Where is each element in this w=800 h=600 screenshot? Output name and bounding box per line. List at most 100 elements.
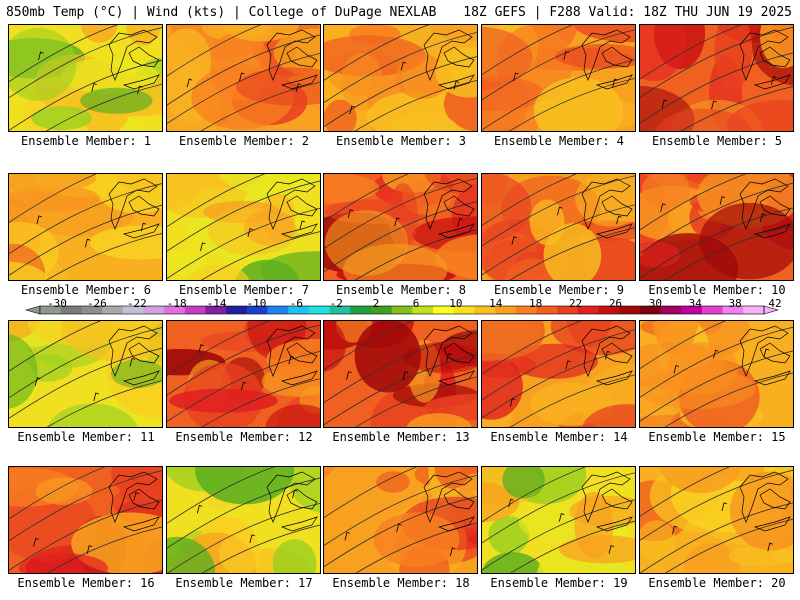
temperature-map	[640, 321, 793, 427]
ensemble-panel-8	[323, 173, 478, 281]
temperature-colorbar	[24, 305, 780, 315]
ensemble-panel-4	[481, 24, 636, 132]
ensemble-member-label: Ensemble Member: 15	[648, 430, 786, 444]
ensemble-member-label: Ensemble Member: 12	[175, 430, 313, 444]
colorbar-tick-label: 42	[768, 297, 782, 310]
ensemble-panel-17	[166, 466, 321, 574]
colorbar-swatch	[474, 306, 496, 314]
colorbar-swatch	[743, 306, 765, 314]
colorbar-tick-label: 34	[688, 297, 702, 310]
ensemble-member-label: Ensemble Member: 10	[648, 283, 786, 297]
temperature-map	[167, 25, 320, 131]
colorbar-tick-label: 30	[648, 297, 662, 310]
temperature-map	[482, 174, 635, 280]
ensemble-member-label: Ensemble Member: 4	[493, 134, 625, 148]
colorbar-tick-label: -26	[86, 297, 107, 310]
colorbar-tick-label: 2	[372, 297, 380, 310]
colorbar-swatch	[681, 306, 703, 314]
colorbar-swatch	[308, 306, 330, 314]
ensemble-member-label: Ensemble Member: 16	[17, 576, 155, 590]
colorbar-swatch	[598, 306, 620, 314]
ensemble-panel-11	[8, 320, 163, 428]
colorbar-tick-label: 10	[449, 297, 463, 310]
temperature-map	[9, 25, 162, 131]
ensemble-member-label: Ensemble Member: 6	[20, 283, 152, 297]
colorbar-tick-label: -2	[329, 297, 343, 310]
ensemble-panel-3	[323, 24, 478, 132]
colorbar-swatch	[557, 306, 579, 314]
colorbar-swatch	[226, 306, 248, 314]
colorbar-swatch	[350, 306, 372, 314]
temperature-map	[167, 467, 320, 573]
temperature-map	[9, 321, 162, 427]
colorbar-swatch	[81, 306, 103, 314]
ensemble-panel-20	[639, 466, 794, 574]
colorbar-tick-label: -18	[166, 297, 187, 310]
run-valid-time: 18Z GEFS | F288 Valid: 18Z THU JUN 19 20…	[463, 5, 792, 20]
colorbar-swatch	[453, 306, 475, 314]
ensemble-panel-14	[481, 320, 636, 428]
ensemble-member-label: Ensemble Member: 14	[490, 430, 628, 444]
temperature-map	[640, 467, 793, 573]
colorbar-swatch	[102, 306, 124, 314]
ensemble-panel-2	[166, 24, 321, 132]
ensemble-panel-6	[8, 173, 163, 281]
temperature-map	[482, 25, 635, 131]
ensemble-member-label: Ensemble Member: 13	[332, 430, 470, 444]
colorbar-tick-label: 18	[529, 297, 543, 310]
colorbar-swatch	[536, 306, 558, 314]
colorbar-swatch	[40, 306, 61, 314]
colorbar-tick-label: -14	[206, 297, 227, 310]
colorbar-tick-label: 22	[568, 297, 583, 310]
colorbar-tick-label: -6	[289, 297, 303, 310]
ensemble-member-label: Ensemble Member: 9	[493, 283, 625, 297]
ensemble-panel-9	[481, 173, 636, 281]
ensemble-member-label: Ensemble Member: 19	[490, 576, 628, 590]
colorbar-tick-label: 6	[412, 297, 420, 310]
colorbar-swatch	[288, 306, 310, 314]
colorbar-tick-label: 26	[608, 297, 623, 310]
ensemble-member-label: Ensemble Member: 20	[648, 576, 786, 590]
ensemble-panel-19	[481, 466, 636, 574]
ensemble-member-label: Ensemble Member: 3	[335, 134, 467, 148]
colorbar-tick-label: -30	[47, 297, 67, 310]
ensemble-panel-16	[8, 466, 163, 574]
colorbar-swatch	[660, 306, 682, 314]
ensemble-panel-1	[8, 24, 163, 132]
colorbar-min-arrow	[24, 305, 41, 315]
colorbar-swatch	[267, 306, 289, 314]
temperature-map	[482, 321, 635, 427]
colorbar-swatch	[722, 306, 744, 314]
temperature-map	[9, 467, 162, 573]
ensemble-member-label: Ensemble Member: 1	[20, 134, 152, 148]
colorbar-swatch	[619, 306, 641, 314]
temperature-map	[324, 467, 477, 573]
colorbar-swatch	[60, 306, 82, 314]
colorbar-swatch	[433, 306, 455, 314]
colorbar-swatch	[205, 306, 227, 314]
ensemble-panel-7	[166, 173, 321, 281]
colorbar-tick-label: 38	[728, 297, 742, 310]
colorbar-swatch	[246, 306, 268, 314]
colorbar-tick-label: -22	[126, 297, 147, 310]
colorbar-tick-label: 14	[489, 297, 503, 310]
ensemble-member-label: Ensemble Member: 2	[178, 134, 310, 148]
colorbar-swatch	[122, 306, 144, 314]
colorbar-swatch	[370, 306, 392, 314]
temperature-map	[324, 25, 477, 131]
ensemble-member-label: Ensemble Member: 8	[335, 283, 467, 297]
temperature-map	[482, 467, 635, 573]
map-title: 850mb Temp (°C) | Wind (kts) | College o…	[6, 5, 437, 20]
temperature-map	[324, 321, 477, 427]
ensemble-member-label: Ensemble Member: 11	[17, 430, 155, 444]
colorbar-swatch	[515, 306, 537, 314]
ensemble-panel-15	[639, 320, 794, 428]
ensemble-panel-13	[323, 320, 478, 428]
ensemble-panel-12	[166, 320, 321, 428]
ensemble-panel-10	[639, 173, 794, 281]
colorbar-swatch	[329, 306, 351, 314]
ensemble-member-label: Ensemble Member: 7	[178, 283, 310, 297]
temperature-map	[324, 174, 477, 280]
colorbar-swatch	[701, 306, 723, 314]
colorbar-swatch	[184, 306, 206, 314]
